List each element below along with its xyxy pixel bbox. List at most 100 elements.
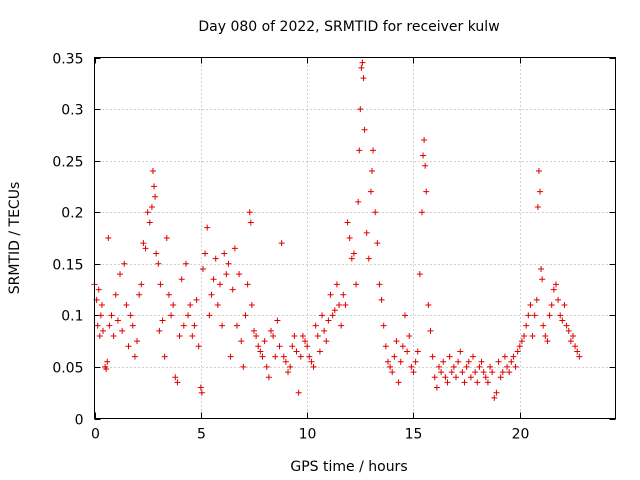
data-point: [105, 235, 112, 241]
data-point: [427, 327, 434, 334]
data-point: [533, 296, 540, 303]
data-point: [367, 188, 374, 195]
data-point: [282, 358, 289, 365]
data-point: [233, 322, 240, 329]
data-point: [531, 312, 538, 319]
data-point: [344, 219, 351, 226]
data-point: [157, 281, 164, 288]
y-tick-label: 0.25: [52, 155, 83, 171]
data-point: [240, 363, 247, 370]
data-point: [195, 343, 202, 350]
data-point: [114, 317, 121, 324]
data-point: [348, 255, 355, 262]
data-point: [108, 312, 115, 319]
data-point: [523, 322, 530, 329]
data-point: [287, 363, 294, 370]
data-point: [391, 353, 398, 360]
data-point: [359, 59, 366, 66]
data-point: [148, 204, 155, 211]
data-point: [408, 363, 415, 370]
data-point: [312, 322, 319, 329]
data-point: [272, 353, 279, 360]
data-point: [474, 379, 481, 386]
data-point: [210, 276, 217, 283]
data-point: [435, 363, 442, 370]
data-point: [314, 332, 321, 339]
data-point: [450, 363, 457, 370]
data-point: [112, 291, 119, 298]
data-point: [246, 209, 253, 216]
data-point: [333, 281, 340, 288]
data-point: [142, 245, 149, 252]
data-point: [463, 363, 470, 370]
data-point: [189, 332, 196, 339]
data-point: [97, 312, 104, 319]
data-point: [155, 260, 162, 267]
data-point: [453, 374, 460, 381]
data-point: [302, 338, 309, 345]
y-tick-label: 0.15: [52, 258, 83, 274]
data-point: [94, 322, 101, 329]
data-point: [96, 332, 103, 339]
data-points: [91, 59, 583, 401]
data-point: [136, 291, 143, 298]
data-point: [438, 369, 445, 376]
x-tick-label: 15: [405, 427, 423, 443]
data-point: [261, 338, 268, 345]
data-point: [110, 332, 117, 339]
data-point: [144, 209, 151, 216]
data-point: [370, 147, 377, 154]
data-point: [293, 348, 300, 355]
chart-title: Day 080 of 2022, SRMTID for receiver kul…: [198, 19, 499, 35]
data-point: [206, 312, 213, 319]
data-point: [365, 255, 372, 262]
data-point: [182, 260, 189, 267]
data-point: [327, 291, 334, 298]
data-point: [161, 353, 168, 360]
data-point: [321, 327, 328, 334]
data-point: [121, 260, 128, 267]
data-point: [389, 369, 396, 376]
data-point: [448, 369, 455, 376]
data-point: [382, 343, 389, 350]
data-point: [465, 358, 472, 365]
data-point: [198, 389, 205, 396]
data-point: [482, 374, 489, 381]
y-tick-label: 0.35: [52, 52, 83, 68]
data-point: [306, 353, 313, 360]
data-point: [540, 322, 547, 329]
data-point: [221, 250, 228, 257]
data-point: [542, 332, 549, 339]
data-point: [376, 281, 383, 288]
y-axis: 0 0.05 0.1 0.15 0.2 0.25 0.3 0.35: [52, 52, 616, 429]
data-point: [285, 369, 292, 376]
data-point: [168, 312, 175, 319]
data-point: [484, 379, 491, 386]
data-point: [423, 188, 430, 195]
data-point: [170, 302, 177, 309]
data-point: [204, 224, 211, 231]
data-point: [537, 188, 544, 195]
data-point: [100, 327, 107, 334]
data-point: [378, 296, 385, 303]
data-point: [459, 369, 466, 376]
data-point: [397, 358, 404, 365]
data-point: [276, 343, 283, 350]
data-point: [422, 162, 429, 169]
data-point: [153, 250, 160, 257]
data-point: [304, 343, 311, 350]
data-point: [174, 379, 181, 386]
data-point: [151, 183, 158, 190]
data-point: [299, 332, 306, 339]
data-point: [117, 271, 124, 278]
data-point: [163, 235, 170, 241]
data-point: [227, 353, 234, 360]
data-point: [202, 250, 209, 257]
data-point: [127, 312, 134, 319]
data-point: [525, 312, 532, 319]
data-point: [106, 322, 113, 329]
data-point: [95, 286, 102, 293]
data-point: [223, 271, 230, 278]
data-point: [253, 332, 260, 339]
data-point: [508, 358, 515, 365]
